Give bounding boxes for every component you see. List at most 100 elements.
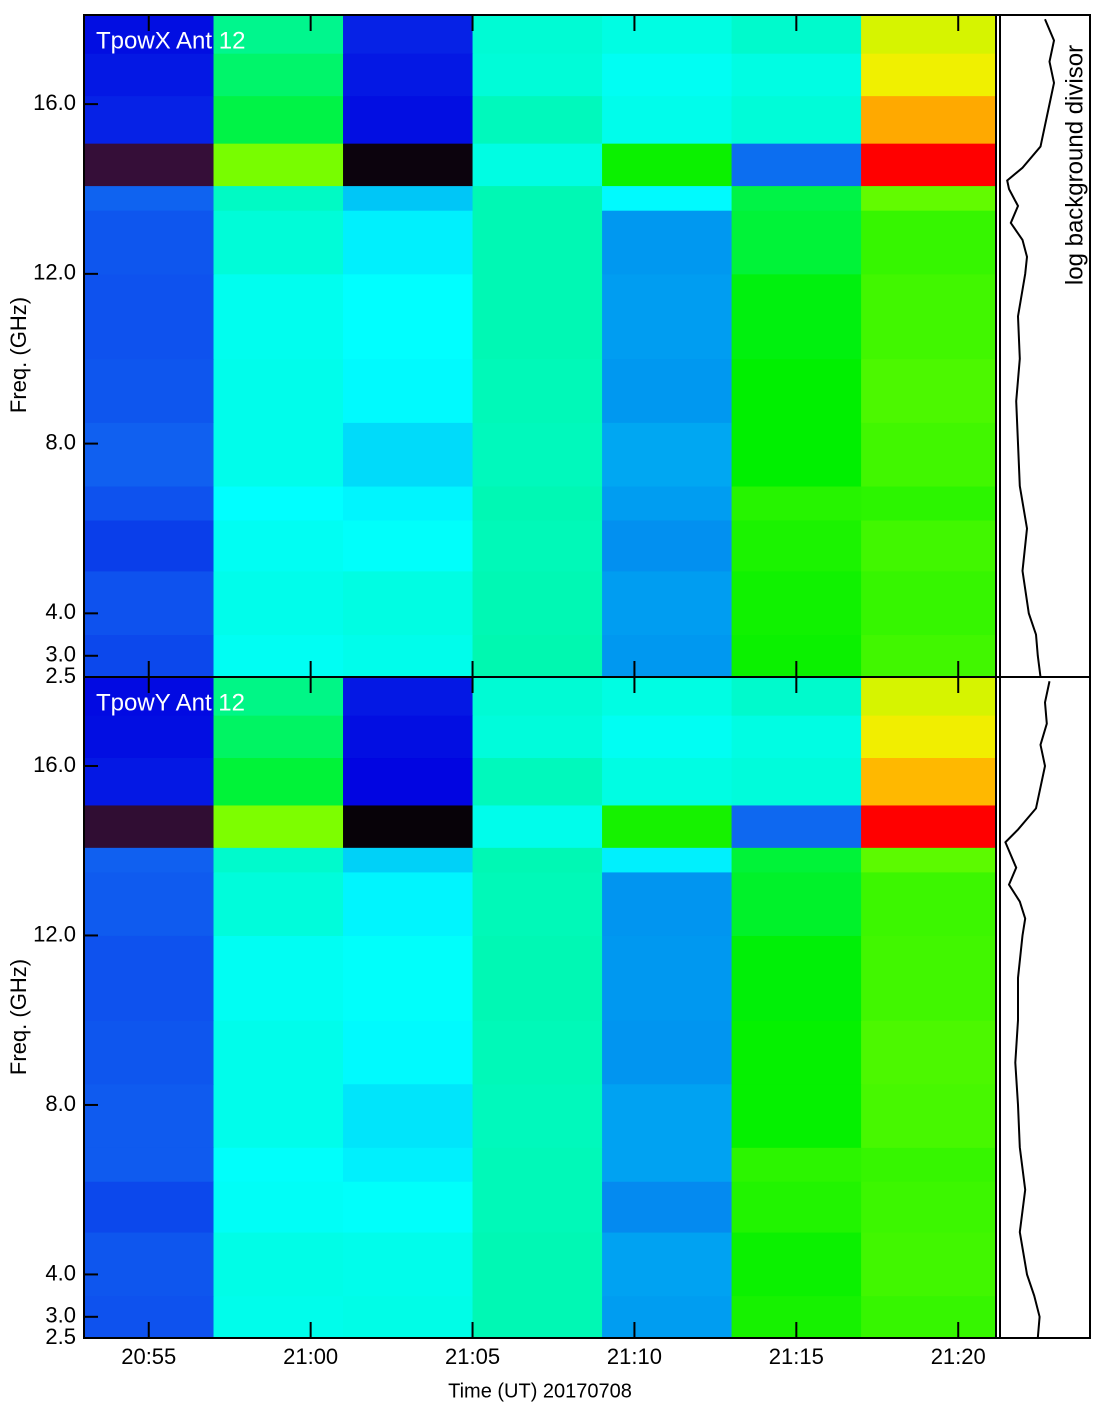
heatmap-cell <box>861 871 997 936</box>
heatmap-cell <box>472 1232 603 1297</box>
heatmap-cell <box>213 1295 344 1339</box>
heatmap-cell <box>84 1181 215 1233</box>
heatmap-cell <box>213 53 344 97</box>
heatmap-cell <box>731 1181 862 1233</box>
heatmap-cell <box>472 486 603 521</box>
heatmap-cell <box>213 634 344 678</box>
heatmap-cell <box>602 715 733 759</box>
y-tick-label: 8.0 <box>45 1091 76 1116</box>
heatmap-cell <box>602 1181 733 1233</box>
heatmap-cell <box>84 715 215 759</box>
heatmap-cell <box>343 1083 474 1148</box>
heatmap-cell <box>213 570 344 636</box>
heatmap-cell <box>602 486 733 521</box>
heatmap-cell <box>472 1147 603 1182</box>
y-tick-label: 8.0 <box>45 429 76 454</box>
heatmap-cell <box>861 677 997 716</box>
y-tick-label: 16.0 <box>33 752 76 777</box>
y-tick-label: 2.5 <box>45 663 76 688</box>
heatmap-cell <box>602 634 733 678</box>
heatmap-cell <box>84 486 215 521</box>
heatmap-cell <box>731 757 862 806</box>
heatmap-cell <box>84 422 215 487</box>
heatmap-cell <box>731 1020 862 1085</box>
heatmap-cell <box>343 871 474 936</box>
heatmap-cell <box>602 935 733 1021</box>
heatmap-cell <box>213 757 344 806</box>
heatmap-cell <box>84 804 215 848</box>
heatmap-cell <box>343 185 474 211</box>
heatmap-cell <box>472 715 603 759</box>
heatmap-cell <box>472 15 603 54</box>
heatmap-cell <box>861 185 997 211</box>
heatmap-cell <box>861 1295 997 1339</box>
panel-frame <box>83 676 1091 1339</box>
heatmap-cell <box>731 210 862 275</box>
heatmap-cell <box>602 757 733 806</box>
heatmap-cell <box>343 570 474 636</box>
heatmap-cell <box>602 804 733 848</box>
heatmap-cell <box>602 15 733 54</box>
heatmap-cell <box>213 1181 344 1233</box>
heatmap-cell <box>861 1020 997 1085</box>
y-tick-label: 3.0 <box>45 1303 76 1328</box>
heatmap-cell <box>602 422 733 487</box>
heatmap-cell <box>84 519 215 572</box>
heatmap-cell <box>343 715 474 759</box>
heatmap-cell <box>731 847 862 873</box>
heatmap-cell <box>213 847 344 873</box>
heatmap-cell <box>731 53 862 97</box>
heatmap-cell <box>861 273 997 360</box>
heatmap-cell <box>213 422 344 487</box>
x-tick-label: 20:55 <box>121 1344 176 1369</box>
heatmap-cell <box>343 210 474 275</box>
heatmap-cell <box>472 519 603 572</box>
heatmap-cell <box>213 804 344 848</box>
heatmap-cell <box>602 1232 733 1297</box>
heatmap-cell <box>343 273 474 360</box>
heatmap-cell <box>861 143 997 187</box>
heatmap-cell <box>861 1232 997 1297</box>
heatmap-cell <box>84 570 215 636</box>
heatmap-cell <box>343 358 474 423</box>
heatmap-cell <box>472 422 603 487</box>
heatmap-cell <box>472 847 603 873</box>
heatmap-cell <box>343 1295 474 1339</box>
heatmap-cell <box>343 677 474 716</box>
heatmap-cell <box>731 143 862 187</box>
heatmap-cell <box>731 804 862 848</box>
heatmap-cell <box>602 1147 733 1182</box>
heatmap-cell <box>343 422 474 487</box>
heatmap-cell <box>861 422 997 487</box>
background-label: log background divisor <box>1061 45 1088 285</box>
heatmap-cell <box>861 1181 997 1233</box>
panel-title: TpowY Ant 12 <box>96 689 245 716</box>
x-tick-label: 21:20 <box>931 1344 986 1369</box>
heatmap-cell <box>472 185 603 211</box>
heatmap-cell <box>343 519 474 572</box>
y-tick-label: 4.0 <box>45 1260 76 1285</box>
heatmap-cell <box>343 1181 474 1233</box>
heatmap-cell <box>861 358 997 423</box>
y-tick-label: 3.0 <box>45 642 76 667</box>
heatmap-cell <box>861 804 997 848</box>
heatmap-cell <box>861 210 997 275</box>
heatmap-cell <box>84 847 215 873</box>
heatmap-cell <box>731 486 862 521</box>
heatmap-cell <box>213 358 344 423</box>
y-axis-label: Freq. (GHz) <box>6 959 31 1075</box>
heatmap-cell <box>731 715 862 759</box>
heatmap-cell <box>84 871 215 936</box>
heatmap-cell <box>84 935 215 1021</box>
heatmap-cell <box>84 143 215 187</box>
panel-title: TpowX Ant 12 <box>96 27 245 54</box>
x-tick-label: 21:00 <box>283 1344 338 1369</box>
heatmap-cell <box>343 15 474 54</box>
heatmap-cell <box>602 847 733 873</box>
heatmap-cell <box>861 715 997 759</box>
heatmap-cell <box>343 757 474 806</box>
heatmap-cell <box>84 53 215 97</box>
heatmap-cell <box>343 847 474 873</box>
heatmap-cell <box>731 935 862 1021</box>
heatmap-cell <box>602 210 733 275</box>
